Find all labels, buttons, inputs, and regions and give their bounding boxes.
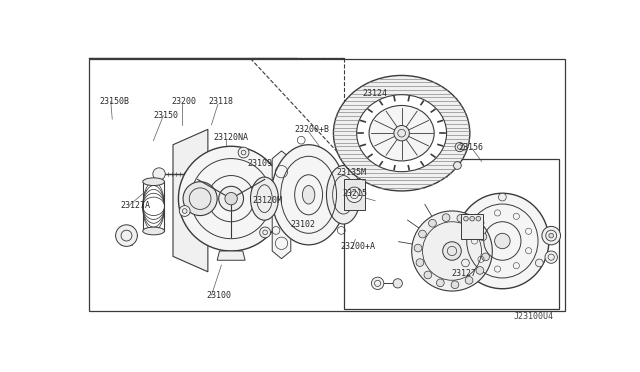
Ellipse shape [326, 166, 360, 224]
Circle shape [470, 221, 478, 229]
Circle shape [451, 281, 459, 289]
Ellipse shape [369, 106, 434, 161]
Text: 23100: 23100 [207, 291, 232, 300]
Text: 23109: 23109 [248, 159, 273, 168]
Circle shape [393, 279, 403, 288]
Circle shape [347, 187, 362, 202]
Circle shape [153, 168, 165, 180]
Text: 23120M: 23120M [253, 196, 283, 205]
Circle shape [371, 277, 384, 289]
Ellipse shape [183, 182, 217, 216]
Circle shape [536, 259, 543, 267]
Circle shape [470, 217, 474, 221]
Text: 23215: 23215 [343, 189, 368, 198]
Circle shape [461, 259, 469, 267]
Ellipse shape [143, 178, 164, 186]
Circle shape [179, 206, 190, 217]
Ellipse shape [456, 193, 549, 289]
Circle shape [416, 259, 424, 266]
Ellipse shape [250, 177, 278, 220]
Circle shape [499, 193, 506, 201]
Text: 23127: 23127 [451, 269, 476, 278]
Ellipse shape [356, 95, 447, 172]
Bar [344, 158, 559, 309]
Circle shape [238, 147, 249, 158]
Circle shape [419, 230, 426, 238]
Text: 23200+A: 23200+A [340, 242, 376, 251]
Text: 23135M: 23135M [337, 169, 367, 177]
Ellipse shape [271, 145, 346, 245]
Polygon shape [272, 151, 291, 259]
Bar [344, 179, 365, 210]
Ellipse shape [225, 192, 237, 205]
Circle shape [549, 233, 554, 238]
Text: 23120NA: 23120NA [214, 133, 249, 142]
Circle shape [463, 217, 468, 221]
Text: J23100U4: J23100U4 [514, 312, 554, 321]
Circle shape [455, 142, 465, 152]
Circle shape [429, 219, 436, 227]
Text: 23150B: 23150B [100, 97, 130, 106]
Circle shape [436, 279, 444, 287]
Text: 23124: 23124 [363, 89, 388, 98]
Circle shape [443, 242, 461, 260]
Circle shape [442, 214, 450, 221]
Ellipse shape [412, 211, 492, 291]
Circle shape [479, 233, 487, 241]
Circle shape [542, 226, 561, 245]
Circle shape [424, 271, 432, 279]
Text: 23200: 23200 [172, 97, 196, 106]
Circle shape [457, 214, 465, 222]
Bar [461, 214, 483, 239]
Polygon shape [173, 129, 208, 272]
Text: 23200+B: 23200+B [294, 125, 329, 135]
Ellipse shape [179, 146, 284, 251]
Text: 23127A: 23127A [121, 201, 150, 209]
Circle shape [465, 276, 473, 284]
Circle shape [545, 251, 557, 263]
Circle shape [476, 217, 481, 221]
Text: 23102: 23102 [291, 220, 316, 229]
Circle shape [454, 162, 461, 169]
Circle shape [476, 267, 484, 274]
Circle shape [394, 125, 410, 141]
Ellipse shape [219, 186, 244, 211]
Circle shape [414, 244, 422, 252]
Polygon shape [217, 251, 245, 260]
Circle shape [260, 227, 271, 238]
Ellipse shape [333, 76, 470, 191]
Text: 23118: 23118 [208, 97, 233, 106]
Text: 23150: 23150 [154, 111, 179, 120]
Bar [90, 58, 565, 311]
Circle shape [116, 225, 138, 246]
Text: 23156: 23156 [458, 143, 483, 152]
Ellipse shape [143, 227, 164, 235]
Circle shape [482, 253, 490, 261]
Ellipse shape [303, 186, 315, 204]
Ellipse shape [495, 233, 510, 249]
